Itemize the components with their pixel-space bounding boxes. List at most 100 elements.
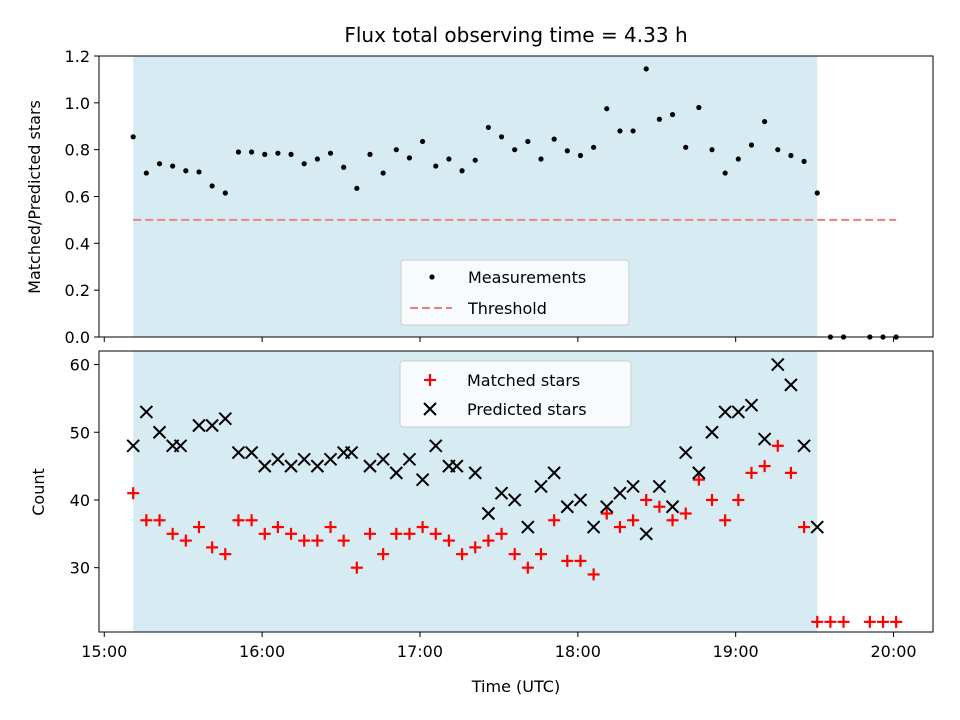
- measurement-point: [262, 151, 268, 157]
- matched-star-point: [153, 514, 166, 527]
- top-y-tick-label: 0.8: [65, 141, 90, 160]
- bottom-markers: [126, 357, 903, 628]
- matched-star-point: [232, 514, 245, 527]
- predicted-star-point: [344, 445, 359, 460]
- predicted-star-point: [310, 459, 325, 473]
- predicted-star-point: [297, 452, 311, 467]
- matched-star-point: [127, 487, 140, 500]
- measurement-point: [775, 147, 781, 153]
- predicted-star-point: [547, 466, 561, 480]
- matched-star-point: [771, 439, 784, 452]
- measurement-point: [709, 147, 715, 153]
- top-legend-box: [400, 259, 630, 326]
- bottom-y-ticks: 30 40 50 60: [70, 356, 99, 578]
- measurement-point: [696, 104, 702, 111]
- matched-star-point: [482, 534, 495, 547]
- legend-predicted-marker: [423, 402, 437, 416]
- predicted-star-point: [494, 486, 509, 500]
- matched-star-point: [298, 534, 311, 547]
- matched-star-point: [442, 534, 455, 547]
- top-markers: [130, 66, 899, 340]
- measurement-point: [275, 150, 281, 156]
- predicted-star-point: [271, 452, 285, 467]
- measurement-point: [354, 185, 360, 191]
- measurement-point: [472, 157, 478, 163]
- x-tick-label: 18:00: [555, 642, 601, 661]
- measurement-point: [183, 168, 189, 174]
- predicted-star-point: [173, 439, 188, 453]
- measurement-point: [393, 147, 399, 153]
- measurement-point: [630, 128, 636, 134]
- measurement-point: [288, 151, 294, 157]
- measurement-point: [735, 156, 741, 162]
- measurement-point: [170, 163, 176, 169]
- predicted-star-point: [507, 493, 522, 507]
- legend-predicted-label: Predicted stars: [467, 400, 587, 419]
- predicted-star-point: [521, 520, 535, 534]
- matched-star-point: [245, 514, 258, 527]
- measurement-point: [656, 116, 662, 122]
- matched-star-point: [271, 521, 284, 534]
- matched-star-point: [311, 534, 324, 547]
- measurement-point: [498, 134, 505, 140]
- matched-star-point: [863, 615, 876, 628]
- matched-star-point: [521, 561, 534, 574]
- matched-star-point: [508, 548, 521, 561]
- measurement-point: [433, 163, 439, 169]
- matched-star-point: [363, 527, 376, 540]
- predicted-star-point: [613, 486, 627, 500]
- matched-star-point: [784, 466, 797, 479]
- measurement-point: [748, 142, 755, 148]
- measurement-point: [420, 138, 426, 145]
- predicted-star-point: [692, 466, 706, 480]
- predicted-star-point: [323, 452, 338, 467]
- predicted-star-point: [731, 405, 746, 419]
- matched-star-point: [824, 615, 837, 628]
- matched-star-point: [377, 548, 390, 561]
- predicted-star-point: [258, 459, 272, 473]
- predicted-star-point: [415, 472, 430, 487]
- matched-star-point: [706, 493, 719, 506]
- matched-star-point: [179, 534, 192, 547]
- bottom-y-tick-label: 40: [70, 491, 90, 510]
- measurement-point: [446, 156, 452, 162]
- top-y-tick-label: 1.2: [65, 47, 90, 66]
- predicted-star-point: [560, 500, 575, 514]
- measurement-point: [564, 148, 570, 154]
- measurement-point: [512, 147, 518, 153]
- top-y-tick-label: 0.6: [65, 188, 90, 207]
- predicted-star-point: [600, 500, 614, 514]
- bottom-legend-box: [399, 360, 632, 428]
- legend-matched-marker: [424, 374, 436, 386]
- predicted-star-point: [797, 439, 811, 453]
- predicted-star-point: [231, 445, 246, 460]
- predicted-star-point: [652, 479, 667, 494]
- matched-star-point: [666, 514, 679, 527]
- matched-star-point: [495, 527, 508, 540]
- measurement-point: [406, 155, 413, 161]
- measurement-point: [327, 150, 334, 156]
- measurement-point: [762, 118, 768, 125]
- legend-measurements-marker: [429, 274, 435, 280]
- measurement-point: [525, 138, 531, 145]
- matched-star-point: [350, 561, 363, 574]
- predicted-star-point: [744, 398, 759, 412]
- top-y-tick-label: 0.0: [65, 328, 90, 347]
- predicted-star-point: [586, 520, 601, 534]
- predicted-star-point: [218, 412, 232, 426]
- predicted-star-point: [363, 459, 377, 473]
- predicted-star-point: [481, 506, 496, 521]
- measurement-point: [156, 161, 163, 167]
- measurement-point: [341, 164, 347, 170]
- bottom-axes-frame: [98, 350, 934, 633]
- predicted-star-point: [718, 405, 732, 419]
- matched-star-point: [600, 507, 613, 520]
- matched-star-point: [416, 521, 429, 534]
- predicted-star-point: [639, 527, 653, 541]
- top-y-tick-label: 0.2: [65, 281, 90, 300]
- measurement-point: [130, 134, 136, 140]
- matched-star-point: [285, 527, 298, 540]
- legend-matched-label: Matched stars: [467, 371, 580, 390]
- measurement-point: [591, 144, 597, 150]
